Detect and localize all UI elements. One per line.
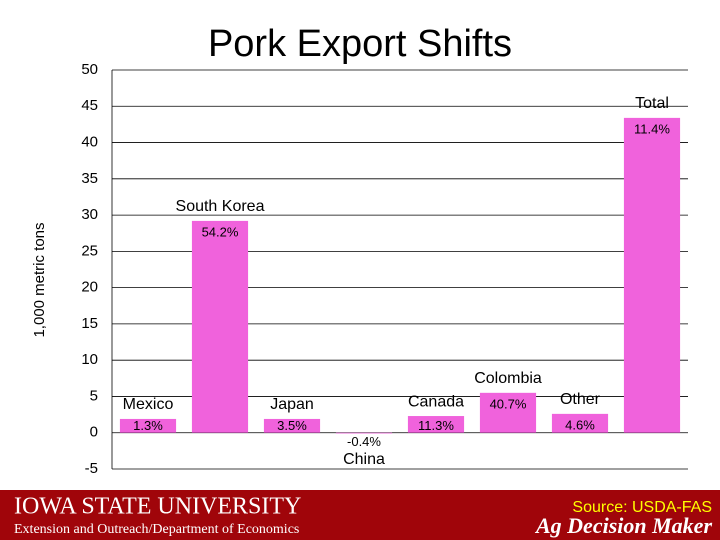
bar bbox=[623, 117, 681, 433]
bar bbox=[119, 418, 177, 433]
bar bbox=[407, 416, 465, 433]
category-label: South Korea bbox=[176, 198, 265, 215]
change-label: 54.2% bbox=[202, 224, 239, 239]
change-label: 1.3% bbox=[133, 418, 163, 433]
y-tick-label: 20 bbox=[81, 279, 98, 296]
y-tick-label: 25 bbox=[81, 242, 98, 259]
y-tick-label: 35 bbox=[81, 170, 98, 187]
y-tick-label: 45 bbox=[81, 97, 98, 114]
y-tick-label: 50 bbox=[81, 61, 98, 78]
bar bbox=[335, 432, 393, 434]
y-tick-label: 30 bbox=[81, 206, 98, 223]
change-label: 3.5% bbox=[277, 418, 307, 433]
category-label: Mexico bbox=[123, 396, 174, 413]
category-label: China bbox=[343, 451, 385, 468]
y-axis-label: 1,000 metric tons bbox=[31, 222, 48, 337]
bar bbox=[479, 392, 537, 433]
university: Iowa State University bbox=[14, 494, 301, 520]
category-label: Japan bbox=[270, 396, 314, 413]
category-label: Colombia bbox=[474, 370, 542, 387]
y-tick-label: 40 bbox=[81, 134, 98, 151]
brand: Ag Decision Maker bbox=[534, 513, 712, 538]
y-tick-label: 0 bbox=[90, 424, 98, 441]
change-label: 4.6% bbox=[565, 417, 595, 432]
bar bbox=[551, 413, 609, 433]
y-tick-label: 15 bbox=[81, 315, 98, 332]
change-label: 11.3% bbox=[418, 418, 454, 433]
y-tick-label: 10 bbox=[81, 351, 98, 368]
category-label: Canada bbox=[408, 393, 464, 410]
change-label: 11.4% bbox=[634, 121, 670, 136]
y-tick-label: 5 bbox=[90, 387, 98, 404]
bar bbox=[263, 418, 321, 433]
bar bbox=[191, 220, 249, 433]
change-label: -0.4% bbox=[347, 434, 381, 449]
change-label: 40.7% bbox=[490, 396, 527, 411]
footer-band bbox=[0, 490, 720, 540]
category-label: Total bbox=[635, 95, 669, 112]
chart-title: Pork Export Shifts bbox=[208, 23, 512, 65]
y-tick-label: -5 bbox=[85, 460, 98, 477]
department: Extension and Outreach/Department of Eco… bbox=[14, 522, 299, 537]
source: Source: USDA-FAS bbox=[572, 499, 712, 516]
category-label: Other bbox=[560, 391, 601, 408]
